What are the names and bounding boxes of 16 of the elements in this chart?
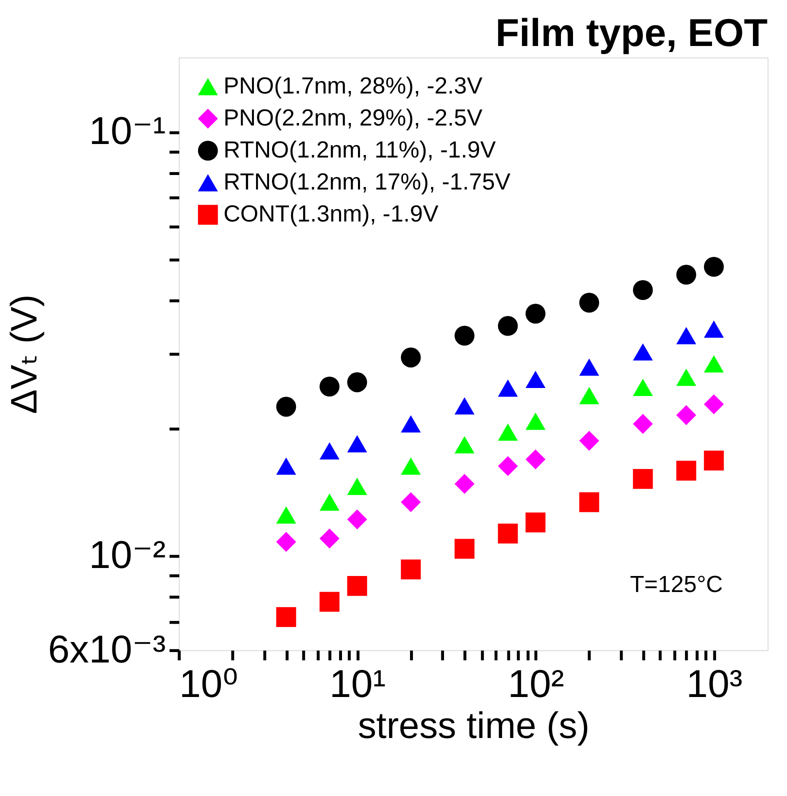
annotation: T=125°C	[630, 570, 723, 597]
y-tick-label: 10⁻²	[88, 534, 166, 578]
x-axis-title: stress time (s)	[358, 705, 590, 746]
x-tick-label: 10²	[508, 663, 564, 706]
legend-label: RTNO(1.2nm, 17%), -1.75V	[223, 168, 511, 195]
legend-label: RTNO(1.2nm, 11%), -1.9V	[223, 136, 496, 162]
chart-title: Film type, EOT	[496, 12, 768, 55]
x-tick-label: 10⁰	[179, 663, 238, 706]
y-axis-title: ΔVₜ (V)	[3, 294, 44, 414]
x-tick-label: 10¹	[330, 663, 386, 706]
legend-label: CONT(1.3nm), -1.9V	[223, 200, 439, 227]
legend-label: PNO(1.7nm, 28%), -2.3V	[223, 72, 483, 98]
y-tick-label: 10⁻¹	[88, 110, 166, 154]
y-tick-label: 6x10⁻³	[48, 628, 166, 672]
x-tick-label: 10³	[686, 663, 742, 706]
legend-label: PNO(2.2nm, 29%), -2.5V	[223, 104, 483, 130]
